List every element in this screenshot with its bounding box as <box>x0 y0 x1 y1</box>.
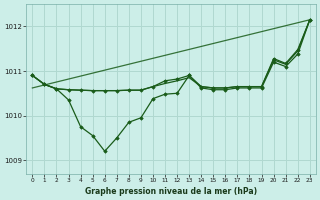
X-axis label: Graphe pression niveau de la mer (hPa): Graphe pression niveau de la mer (hPa) <box>85 187 257 196</box>
